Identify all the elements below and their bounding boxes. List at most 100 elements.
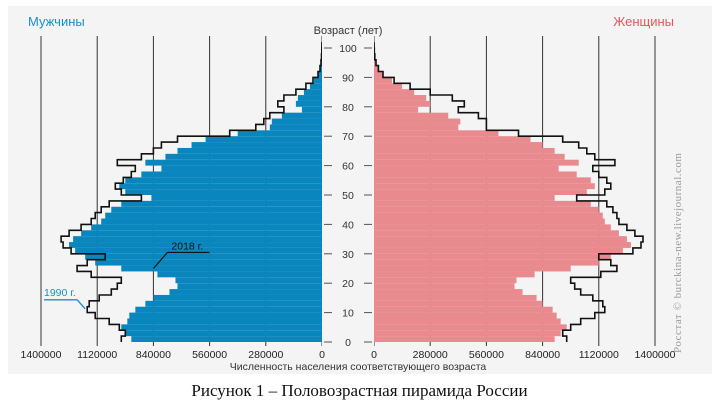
bar-male-2018 (125, 177, 322, 184)
bar-female-2018 (374, 206, 599, 213)
bar-male-2018 (157, 271, 322, 278)
bar-female-2018 (374, 236, 627, 243)
bar-female-2018 (374, 289, 523, 295)
bar-male-2018 (141, 171, 322, 178)
bar-female-2018 (374, 71, 384, 78)
age-tick-label-5: 50 (342, 190, 354, 202)
outline-male-1990 (60, 42, 323, 342)
bar-male-2018 (169, 289, 322, 295)
bar-male-2018 (135, 306, 322, 313)
bar-female-2018 (374, 159, 579, 166)
bar-male-2018 (119, 183, 323, 190)
age-tick-label-4: 40 (342, 219, 354, 231)
x-tick-label-female-4: 1120000 (579, 349, 619, 361)
bar-male-2018 (121, 200, 323, 207)
bar-female-2018 (374, 177, 591, 184)
bar-male-2018 (303, 89, 322, 96)
bar-female-2018 (374, 330, 561, 337)
bar-female-2018 (374, 265, 571, 272)
bar-female-2018 (374, 318, 561, 325)
bar-female-2018 (374, 112, 449, 119)
age-tick-label-8: 80 (342, 102, 354, 114)
bar-male-2018 (125, 189, 322, 195)
bar-male-2018 (317, 71, 322, 78)
bar-female-2018 (374, 253, 611, 260)
bar-male-2018 (145, 159, 322, 166)
bar-male-2018 (177, 283, 322, 290)
bar-male-2018 (309, 83, 322, 90)
bar-male-2018 (313, 77, 322, 84)
bar-female-2018 (374, 324, 567, 331)
annotation-1990-label: 1990 г. (44, 287, 76, 299)
age-tick-label-6: 60 (342, 161, 354, 173)
bar-female-2018 (374, 100, 431, 107)
age-axis-strip (322, 36, 374, 348)
bar-female-2018 (374, 242, 631, 248)
bar-female-2018 (374, 83, 403, 90)
bar-female-2018 (374, 247, 623, 254)
bar-male-2018 (85, 253, 323, 260)
x-tick-label-male-4: 280000 (248, 349, 283, 361)
bar-female-2018 (374, 165, 559, 172)
age-tick-label-10: 100 (339, 43, 357, 55)
bar-female-2018 (374, 271, 535, 278)
bar-male-2018 (145, 300, 322, 307)
bar-male-2018 (153, 294, 322, 301)
bar-male-2018 (69, 242, 322, 248)
x-tick-label-female-2: 560000 (469, 349, 504, 361)
bar-female-2018 (374, 336, 555, 342)
annotation-2018-leader (152, 252, 168, 269)
x-tick-label-female-3: 840000 (525, 349, 560, 361)
female-title: Женщины (613, 14, 674, 29)
bar-male-2018 (121, 324, 323, 331)
x-tick-label-male-2: 840000 (136, 349, 171, 361)
age-axis-title: Возраст (лет) (314, 25, 383, 37)
population-pyramid-chart: 0 10 20 30 40 50 60 70 80 90 100 Возраст (лет) Мужчи… (21, 14, 676, 373)
x-tick-label-male-1: 1120000 (77, 349, 117, 361)
x-tick-label-male-5: 0 (319, 349, 325, 361)
bar-male-2018 (301, 106, 322, 113)
bar-female-2018 (374, 200, 591, 207)
bar-male-2018 (75, 247, 322, 254)
bar-female-2018 (374, 189, 587, 195)
bar-male-2018 (177, 147, 322, 154)
bar-female-2018 (374, 300, 543, 307)
annotation-1990-leader (76, 299, 86, 310)
bar-female-2018 (374, 136, 531, 143)
bar-female-2018 (374, 106, 419, 113)
x-axis-title: Численность населения соответствующего в… (230, 361, 487, 373)
bar-male-2018 (131, 336, 322, 342)
bar-male-2018 (191, 142, 322, 148)
bar-female-2018 (374, 283, 515, 290)
bar-male-2018 (297, 95, 322, 101)
age-tick-label-0: 0 (345, 337, 351, 349)
bar-female-2018 (374, 142, 543, 148)
bar-male-2018 (105, 212, 322, 219)
age-tick-label-1: 10 (342, 308, 354, 320)
age-tick-label-9: 90 (342, 72, 354, 84)
bar-female-2018 (374, 277, 517, 284)
watermark: Росстат © burckina-new.livejournal.com (672, 153, 684, 353)
male-title: Мужчины (28, 14, 85, 29)
bar-female-2018 (374, 224, 611, 231)
bar-male-2018 (91, 224, 322, 231)
bar-female-2018 (374, 153, 565, 160)
bar-female-2018 (374, 77, 393, 84)
bar-male-2018 (175, 277, 322, 284)
bar-male-2018 (127, 318, 322, 325)
bar-male-2018 (95, 259, 322, 266)
bar-male-2018 (161, 165, 322, 172)
bar-male-2018 (125, 330, 322, 337)
x-tick-label-female-0: 0 (371, 349, 377, 361)
x-tick-label-female-1: 280000 (413, 349, 448, 361)
annotation-2018-label: 2018 г. (171, 241, 203, 253)
bar-male-2018 (73, 236, 322, 243)
bar-female-2018 (374, 89, 415, 96)
age-tick-label-2: 20 (342, 278, 354, 290)
x-tick-label-female-5: 1400000 (635, 349, 676, 361)
chart-frame: 0 10 20 30 40 50 60 70 80 90 100 Возраст (лет) Мужчи… (8, 6, 712, 374)
bar-female-2018 (374, 230, 619, 237)
bar-female-2018 (374, 259, 599, 266)
bar-female-2018 (374, 95, 427, 101)
bar-male-2018 (295, 100, 322, 107)
